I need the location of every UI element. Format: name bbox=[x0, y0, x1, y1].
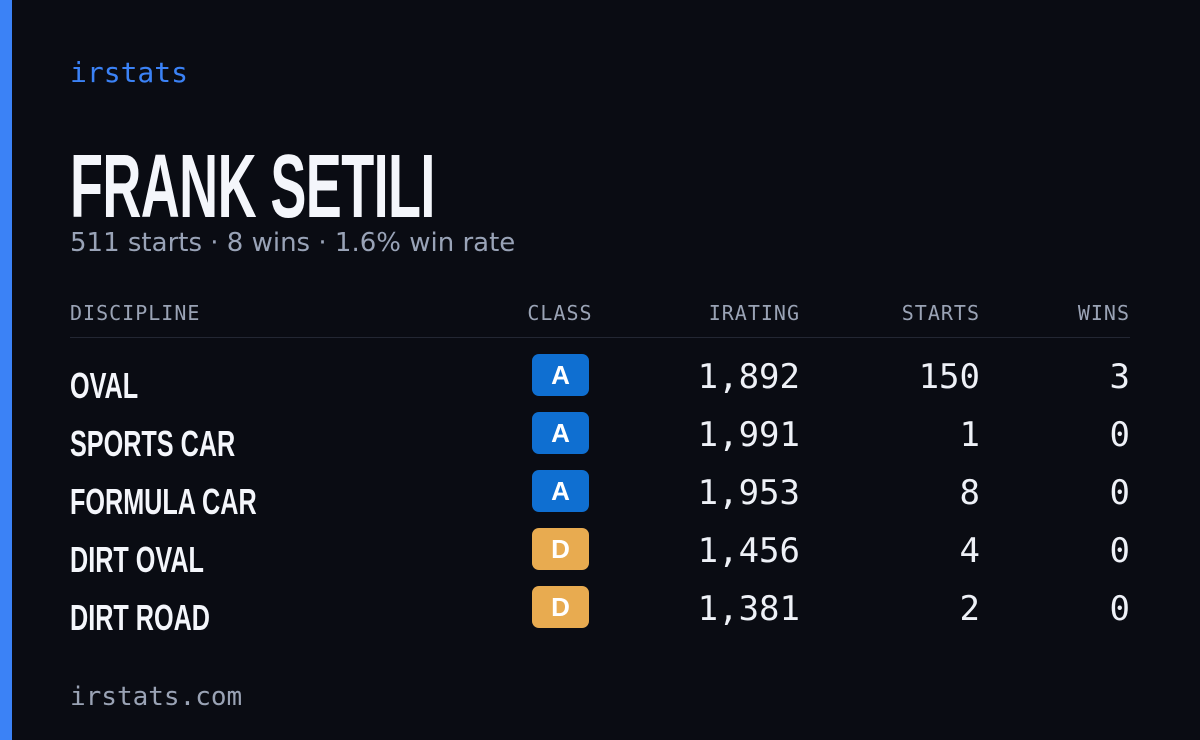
column-header: IRATING bbox=[708, 301, 800, 325]
accent-bar bbox=[0, 0, 12, 740]
wins: 0 bbox=[1109, 415, 1130, 455]
irating: 1,381 bbox=[697, 589, 800, 629]
irating: 1,953 bbox=[697, 473, 800, 513]
wins: 0 bbox=[1109, 473, 1130, 513]
class-badge: A bbox=[532, 470, 589, 512]
discipline: DIRT OVAL bbox=[70, 539, 204, 580]
class-badge: D bbox=[532, 528, 589, 570]
column-header: STARTS bbox=[901, 301, 980, 325]
starts: 4 bbox=[959, 531, 980, 571]
discipline: SPORTS CAR bbox=[70, 423, 236, 464]
irating: 1,892 bbox=[697, 357, 800, 397]
footer-link: irstats.com bbox=[70, 682, 243, 712]
discipline: FORMULA CAR bbox=[70, 481, 257, 522]
class-badge: A bbox=[532, 412, 589, 454]
starts: 1 bbox=[959, 415, 980, 455]
starts: 2 bbox=[959, 589, 980, 629]
class-badge: A bbox=[532, 354, 589, 396]
starts: 150 bbox=[918, 357, 980, 397]
starts: 8 bbox=[959, 473, 980, 513]
class-badge: D bbox=[532, 586, 589, 628]
column-header: CLASS bbox=[527, 301, 593, 325]
brand: irstats bbox=[70, 56, 189, 89]
wins: 0 bbox=[1109, 531, 1130, 571]
wins: 3 bbox=[1109, 357, 1130, 397]
wins: 0 bbox=[1109, 589, 1130, 629]
summary: 511 starts · 8 wins · 1.6% win rate bbox=[70, 228, 516, 258]
irating: 1,991 bbox=[697, 415, 800, 455]
discipline: OVAL bbox=[70, 365, 139, 406]
column-header: WINS bbox=[1077, 301, 1130, 325]
player-name: FRANK SETILI bbox=[70, 137, 435, 237]
irating: 1,456 bbox=[697, 531, 800, 571]
divider bbox=[70, 337, 1130, 338]
discipline: DIRT ROAD bbox=[70, 597, 210, 638]
column-header: DISCIPLINE bbox=[70, 301, 201, 325]
